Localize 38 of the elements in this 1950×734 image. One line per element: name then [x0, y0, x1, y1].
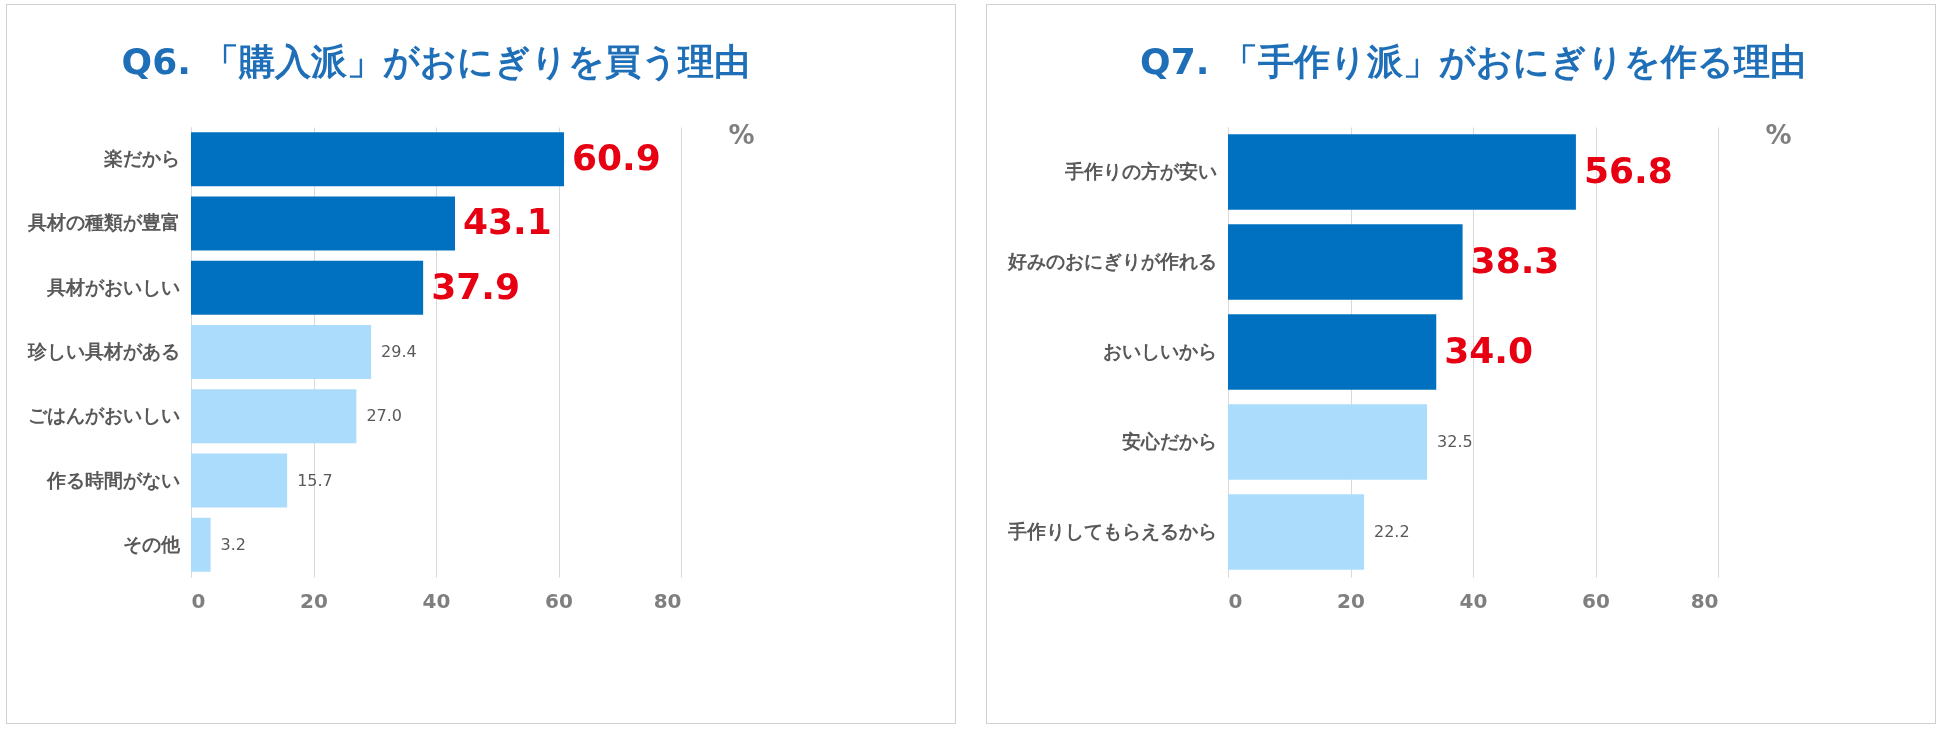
data-label: 43.1: [462, 201, 552, 243]
x-tick-label: 20: [1337, 588, 1365, 613]
y-tick-label: おいしいから: [1102, 340, 1217, 362]
x-tick-label: 0: [1228, 588, 1243, 613]
x-tick-label: 20: [300, 588, 328, 613]
x-axis-title: %: [1765, 119, 1792, 150]
x-tick-label: 60: [1582, 588, 1610, 613]
data-label: 32.5: [1437, 432, 1473, 451]
data-label: 3.2: [220, 534, 247, 554]
data-label: 27.0: [366, 406, 402, 426]
y-tick-label: その他: [122, 532, 181, 555]
y-tick-label: 具材がおいしい: [45, 275, 180, 298]
y-tick-label: 具材の種類が豊富: [26, 211, 180, 234]
y-tick-label: 珍しい具材がある: [26, 340, 180, 362]
x-axis-title: %: [728, 119, 755, 150]
x-tick-label: 40: [1459, 588, 1488, 613]
y-tick-label: 好みのおにぎりが作れる: [1006, 250, 1217, 272]
y-tick-label: 作る時間がない: [45, 468, 180, 491]
data-label: 38.3: [1470, 240, 1560, 281]
x-tick-label: 80: [1690, 588, 1719, 613]
data-label: 29.4: [381, 342, 417, 361]
data-label: 22.2: [1373, 522, 1410, 541]
y-tick-label: ごはんがおいしい: [27, 404, 180, 427]
x-tick-label: 0: [191, 588, 206, 613]
y-tick-label: 楽だから: [102, 147, 180, 170]
data-label: 37.9: [431, 265, 520, 307]
x-tick-label: 60: [545, 588, 573, 613]
y-tick-label: 安心だから: [1121, 430, 1217, 452]
data-label: 60.9: [572, 137, 661, 179]
chart-title: Q7. 「手作り派」がおにぎりを作る理由: [1140, 41, 1806, 82]
chart-title: Q6. 「購入派」がおにぎりを買う理由: [121, 41, 751, 82]
data-label: 15.7: [297, 470, 333, 490]
y-tick-label: 手作りしてもらえるから: [1006, 520, 1217, 542]
y-tick-label: 手作りの方が安い: [1063, 160, 1217, 182]
data-label: 56.8: [1583, 150, 1673, 191]
data-label: 34.0: [1444, 330, 1534, 371]
x-tick-label: 80: [653, 588, 682, 613]
x-tick-label: 40: [422, 588, 451, 613]
